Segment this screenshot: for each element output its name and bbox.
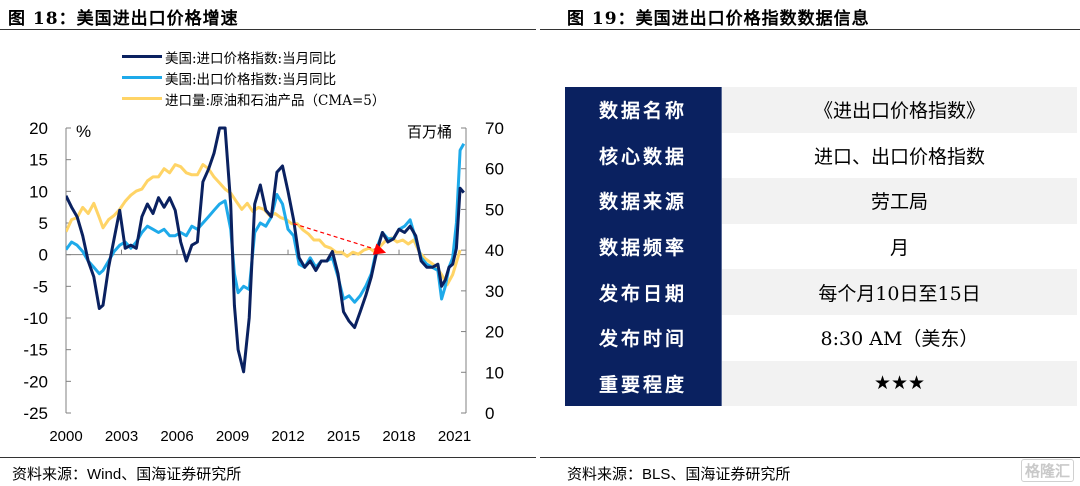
right-axis-tick-label: 20: [485, 323, 504, 342]
legend-swatch-lightblue: [122, 76, 162, 79]
legend-label: 美国:进口价格指数:当月同比: [165, 50, 337, 67]
table-value-cell: 进口、出口价格指数: [721, 132, 1077, 179]
import-price-line: [66, 126, 465, 374]
x-axis-tick-label: 2009: [216, 428, 249, 445]
legend-label: 美国:出口价格指数:当月同比: [165, 71, 337, 88]
right-axis-unit-label: 百万桶: [407, 124, 452, 141]
source-name: Wind: [87, 466, 122, 483]
chart-labels: 20151050-5-10-15-20-25706050403020100200…: [23, 119, 504, 445]
x-axis-tick-label: 2000: [49, 428, 82, 445]
table-row: 发布日期 每个月10日至15日: [565, 269, 1077, 315]
data-info-table: 数据名称 《进出口价格指数》 核心数据 进口、出口价格指数 数据来源 劳工局 数据频率月发布…: [565, 87, 1077, 407]
figure-19-title: 图 19：美国进出口价格指数数据信息: [567, 9, 870, 29]
figure-18-title: 图 18：美国进出口价格增速: [8, 9, 239, 29]
source-name: BLS: [642, 466, 671, 483]
legend-item-import-price: 美国:进口价格指数:当月同比: [122, 46, 385, 67]
x-axis-tick-label: 2003: [105, 428, 138, 445]
table-value-cell: 每个月10日至15日: [721, 269, 1077, 315]
table-key-cell: 数据来源: [565, 178, 722, 224]
export-price-line: [66, 143, 466, 304]
table-key-cell: 发布时间: [565, 314, 722, 361]
legend-label: 进口量:原油和石油产品（CMA=5）: [165, 92, 386, 109]
table-key-cell: 重要程度: [565, 360, 722, 407]
source-suffix: 、国海证券研究所: [670, 465, 791, 483]
left-axis-tick-label: 20: [29, 119, 48, 138]
source-prefix: 资料来源：: [12, 465, 88, 483]
right-axis-tick-label: 70: [485, 119, 504, 138]
table-value-cell: ★★★: [721, 360, 1077, 407]
table-value-cell: 劳工局: [721, 178, 1077, 224]
left-axis-tick-label: 0: [39, 246, 48, 265]
chart-legend: 美国:进口价格指数:当月同比 美国:出口价格指数:当月同比 进口量:原油和石油产…: [122, 46, 385, 109]
left-axis-tick-label: -20: [23, 372, 48, 391]
table-row: 发布时间 8:30 AM（美东）: [565, 314, 1077, 361]
source-note-left: 资料来源：Wind、国海证券研究所: [12, 463, 241, 484]
price-growth-chart: 20151050-5-10-15-20-25706050403020100200…: [23, 119, 504, 445]
x-axis-tick-label: 2021: [438, 428, 471, 445]
source-suffix: 、国海证券研究所: [121, 465, 242, 483]
table-value-cell: 8:30 AM（美东）: [721, 314, 1077, 361]
left-axis-tick-label: 15: [29, 151, 48, 170]
legend-item-export-price: 美国:出口价格指数:当月同比: [122, 67, 385, 88]
chart-annotation-layer: [293, 223, 387, 255]
table-value-cell: 《进出口价格指数》: [721, 87, 1077, 133]
left-axis-tick-label: -25: [23, 404, 48, 423]
left-axis-tick-label: 5: [39, 214, 48, 233]
table-row: 数据来源 劳工局: [565, 178, 1077, 224]
left-axis-tick-label: -5: [33, 277, 48, 296]
x-axis-tick-label: 2015: [327, 428, 360, 445]
legend-item-oil-imports: 进口量:原油和石油产品（CMA=5）: [122, 88, 385, 109]
right-axis-tick-label: 0: [485, 404, 494, 423]
source-divider-right: [540, 457, 1080, 458]
title-divider-right: [540, 29, 1080, 30]
trend-arrow-head: [372, 243, 387, 255]
source-prefix: 资料来源：: [567, 465, 643, 483]
watermark-logo: 格隆汇: [1020, 459, 1074, 482]
left-axis-tick-label: 10: [29, 182, 48, 201]
table-key-cell: 核心数据: [565, 132, 722, 179]
table-key-cell: 数据频率: [565, 223, 722, 270]
right-axis-tick-label: 60: [485, 160, 504, 179]
table-row: 数据频率月: [565, 223, 1077, 270]
x-axis-tick-label: 2012: [271, 428, 304, 445]
legend-swatch-yellow: [122, 97, 162, 100]
title-divider-left: [0, 29, 536, 30]
table-row: 数据名称 《进出口价格指数》: [565, 87, 1077, 133]
right-axis-tick-label: 50: [485, 200, 504, 219]
x-axis-tick-label: 2006: [160, 428, 193, 445]
table-value-cell: 月: [721, 223, 1077, 270]
table-row: 核心数据 进口、出口价格指数: [565, 132, 1077, 179]
left-axis-unit-label: %: [76, 122, 91, 141]
chart-series-layer: [66, 126, 466, 374]
source-divider-left: [0, 457, 536, 458]
legend-swatch-navy: [122, 55, 162, 58]
table-key-cell: 数据名称: [565, 87, 722, 133]
x-axis-tick-label: 2018: [382, 428, 415, 445]
source-note-right: 资料来源：BLS、国海证券研究所: [567, 463, 790, 484]
left-axis-tick-label: -10: [23, 309, 48, 328]
left-axis-tick-label: -15: [23, 341, 48, 360]
right-axis-tick-label: 10: [485, 363, 504, 382]
right-axis-tick-label: 40: [485, 241, 504, 260]
table-key-cell: 发布日期: [565, 269, 722, 315]
chart-axes: [65, 127, 467, 414]
table-row: 重要程度 ★★★: [565, 360, 1077, 407]
right-axis-tick-label: 30: [485, 282, 504, 301]
trend-arrow-line: [293, 223, 381, 252]
